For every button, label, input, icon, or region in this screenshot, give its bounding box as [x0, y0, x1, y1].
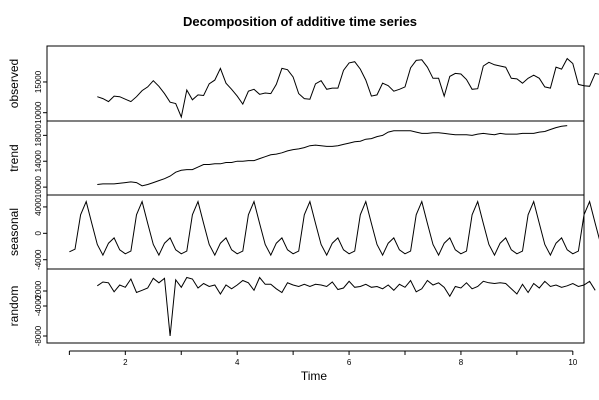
- series-line-seasonal: [69, 200, 599, 257]
- y-axis-label-observed: observed: [7, 59, 21, 108]
- y-tick-label-random: -8000: [34, 325, 43, 346]
- series-line-random: [97, 276, 596, 337]
- y-tick-label-trend: 18000: [34, 124, 43, 147]
- y-tick-label-seasonal: 4000: [34, 197, 43, 215]
- y-axis-label-trend: trend: [7, 144, 21, 171]
- y-tick-label-trend: 10000: [34, 175, 43, 198]
- series-line-trend: [97, 125, 568, 187]
- x-tick-label: 6: [347, 358, 352, 367]
- x-tick-label: 4: [235, 358, 240, 367]
- y-tick-label-seasonal: 0: [34, 231, 43, 236]
- x-axis-label: Time: [301, 369, 328, 383]
- panel-frame-trend: [46, 120, 585, 196]
- panel-seasonal: -4000 0 4000 seasonal: [7, 194, 599, 270]
- y-tick-label-observed: 15000: [34, 70, 43, 93]
- y-tick-label-observed: 10000: [34, 101, 43, 124]
- panel-observed: 10000 15000 observed: [7, 45, 599, 124]
- y-tick-label-random: -4000: [34, 295, 43, 316]
- x-tick-label: 8: [459, 358, 464, 367]
- y-tick-label-seasonal: -4000: [34, 249, 43, 270]
- series-line-observed: [97, 57, 599, 119]
- x-tick-label: 2: [123, 358, 128, 367]
- panel-frame-random: [46, 268, 585, 344]
- y-tick-label-random: -2000: [34, 280, 43, 301]
- y-axis-label-seasonal: seasonal: [7, 208, 21, 256]
- y-axis-label-random: random: [7, 286, 21, 327]
- x-tick-label: 10: [568, 358, 577, 367]
- panel-frame-seasonal: [46, 194, 585, 270]
- panel-random: -8000 -4000-2000 random: [7, 268, 596, 346]
- panel-trend: 10000 14000 18000 trend: [7, 120, 585, 198]
- y-tick-label-trend: 14000: [34, 150, 43, 173]
- panels: 10000 15000 observed 10000 14000 18000 trend -4…: [7, 45, 599, 346]
- x-axis: 2 4 6 8 10: [68, 350, 578, 367]
- chart-title: Decomposition of additive time series: [183, 14, 417, 29]
